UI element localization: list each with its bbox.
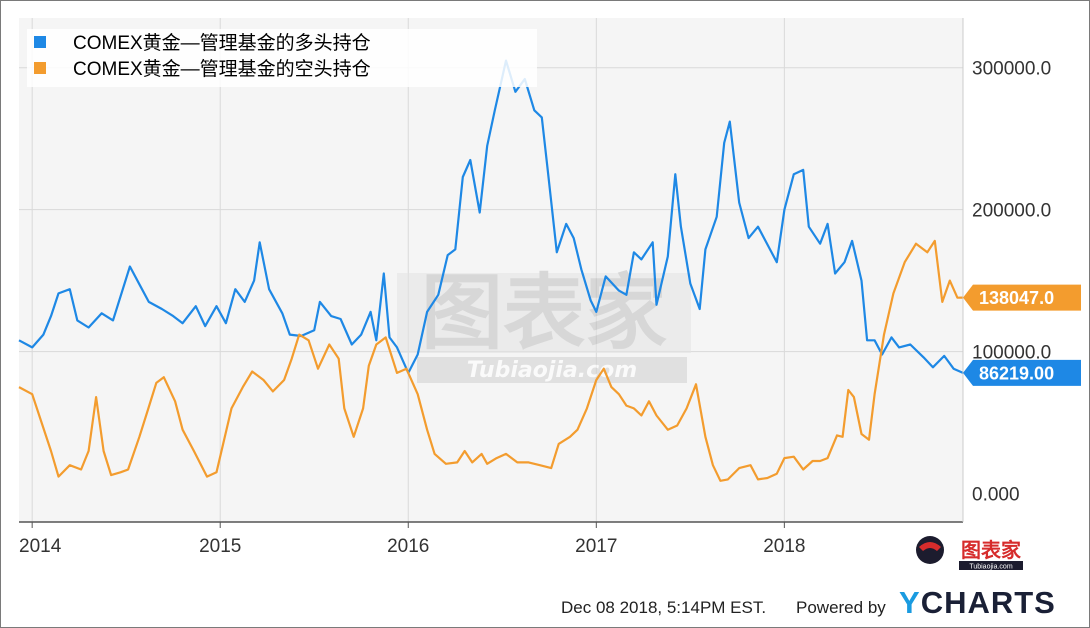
tubiaojia-logo: 图表家 Tubiaojia.com: [916, 536, 1023, 571]
ycharts-logo-y: Y: [899, 585, 921, 620]
y-tick-label: 0.000: [972, 485, 1020, 506]
legend-label-long[interactable]: COMEX黄金—管理基金的多头持仓: [73, 32, 371, 54]
y-tick-label: 100000.0: [972, 343, 1051, 364]
legend-label-short[interactable]: COMEX黄金—管理基金的空头持仓: [73, 58, 371, 80]
legend: COMEX黄金—管理基金的多头持仓 COMEX黄金—管理基金的空头持仓: [27, 29, 537, 87]
y-tick-labels: 300000.0 200000.0 100000.0 0.000: [972, 59, 1051, 506]
logo-swoosh-icon: [919, 542, 941, 551]
y-tick-label: 200000.0: [972, 201, 1051, 222]
plot-background: [19, 18, 963, 522]
x-tick-label: 2016: [387, 536, 429, 557]
y-tick-label: 300000.0: [972, 59, 1051, 80]
last-value-label: 138047.0: [979, 288, 1054, 308]
short-position-line[interactable]: [18, 239, 964, 482]
legend-swatch-short[interactable]: [34, 62, 46, 74]
x-tick-label: 2018: [763, 536, 805, 557]
watermark-chinese: 图表家: [421, 266, 667, 361]
footer-powered-by: Powered by: [796, 598, 886, 617]
ycharts-logo-rest: CHARTS: [921, 585, 1056, 620]
last-value-label: 86219.00: [979, 363, 1054, 383]
x-tick-labels: 2014 2015 2016 2017 2018: [19, 522, 805, 557]
watermark-box: [397, 273, 691, 353]
last-value-tags: 86219.00 138047.0: [963, 284, 1081, 386]
legend-swatch-long[interactable]: [34, 36, 46, 48]
watermark-latin: Tubiaojia.com: [467, 358, 637, 383]
footer-timestamp: Dec 08 2018, 5:14PM EST.: [561, 598, 766, 617]
x-tick-label: 2015: [199, 536, 241, 557]
logo-head-icon: [916, 536, 944, 564]
watermark-strip: [417, 357, 687, 383]
legend-background: [27, 29, 537, 87]
last-value-tag: [963, 359, 1081, 386]
logo-chinese: 图表家: [961, 538, 1022, 562]
x-tick-label: 2014: [19, 536, 62, 557]
ycharts-logo[interactable]: YCHARTS: [899, 585, 1056, 620]
last-value-tag: [963, 284, 1081, 311]
logo-strip: [959, 561, 1023, 570]
x-tick-label: 2017: [575, 536, 617, 557]
logo-latin: Tubiaojia.com: [969, 564, 1012, 571]
